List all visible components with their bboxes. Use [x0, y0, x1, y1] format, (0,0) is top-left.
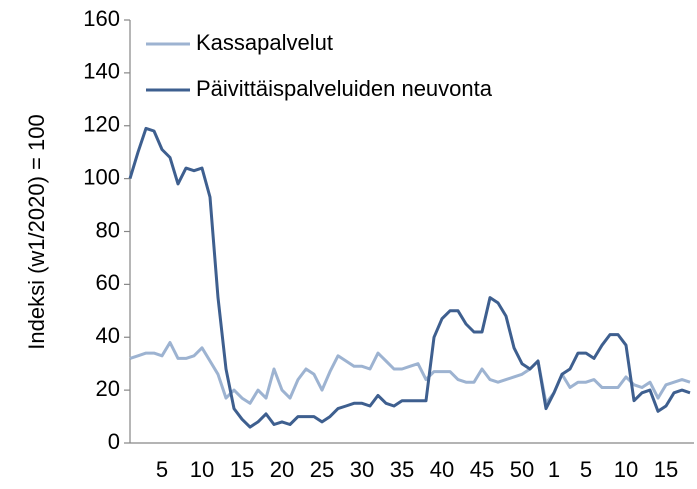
x-tick-label: 10: [190, 457, 214, 482]
y-tick-label: 20: [96, 376, 120, 401]
legend-label: Päivittäispalveluiden neuvonta: [196, 76, 493, 101]
y-axis-label: Indeksi (w1/2020) = 100: [24, 114, 49, 349]
x-tick-label: 25: [310, 457, 334, 482]
y-tick-label: 120: [83, 112, 120, 137]
y-tick-label: 100: [83, 164, 120, 189]
line-series: [128, 126, 691, 429]
x-tick-label: 40: [430, 457, 454, 482]
x-tick-label: 5: [580, 457, 592, 482]
x-tick-label: 50: [510, 457, 534, 482]
y-tick-label: 0: [108, 429, 120, 454]
x-tick-label: 15: [654, 457, 678, 482]
y-tick-label: 80: [96, 217, 120, 242]
x-tick-label: 15: [230, 457, 254, 482]
x-tick-label: 35: [390, 457, 414, 482]
x-tick-label: 1: [548, 457, 560, 482]
y-tick-label: 60: [96, 270, 120, 295]
x-tick-label: 5: [156, 457, 168, 482]
x-tick-label: 10: [614, 457, 638, 482]
y-tick-label: 160: [83, 6, 120, 31]
legend-label: Kassapalvelut: [196, 30, 333, 55]
line-series: [129, 341, 691, 405]
x-tick-label: 20: [270, 457, 294, 482]
x-tick-label: 45: [470, 457, 494, 482]
y-tick-label: 40: [96, 323, 120, 348]
y-tick-label: 140: [83, 59, 120, 84]
x-tick-label: 30: [350, 457, 374, 482]
